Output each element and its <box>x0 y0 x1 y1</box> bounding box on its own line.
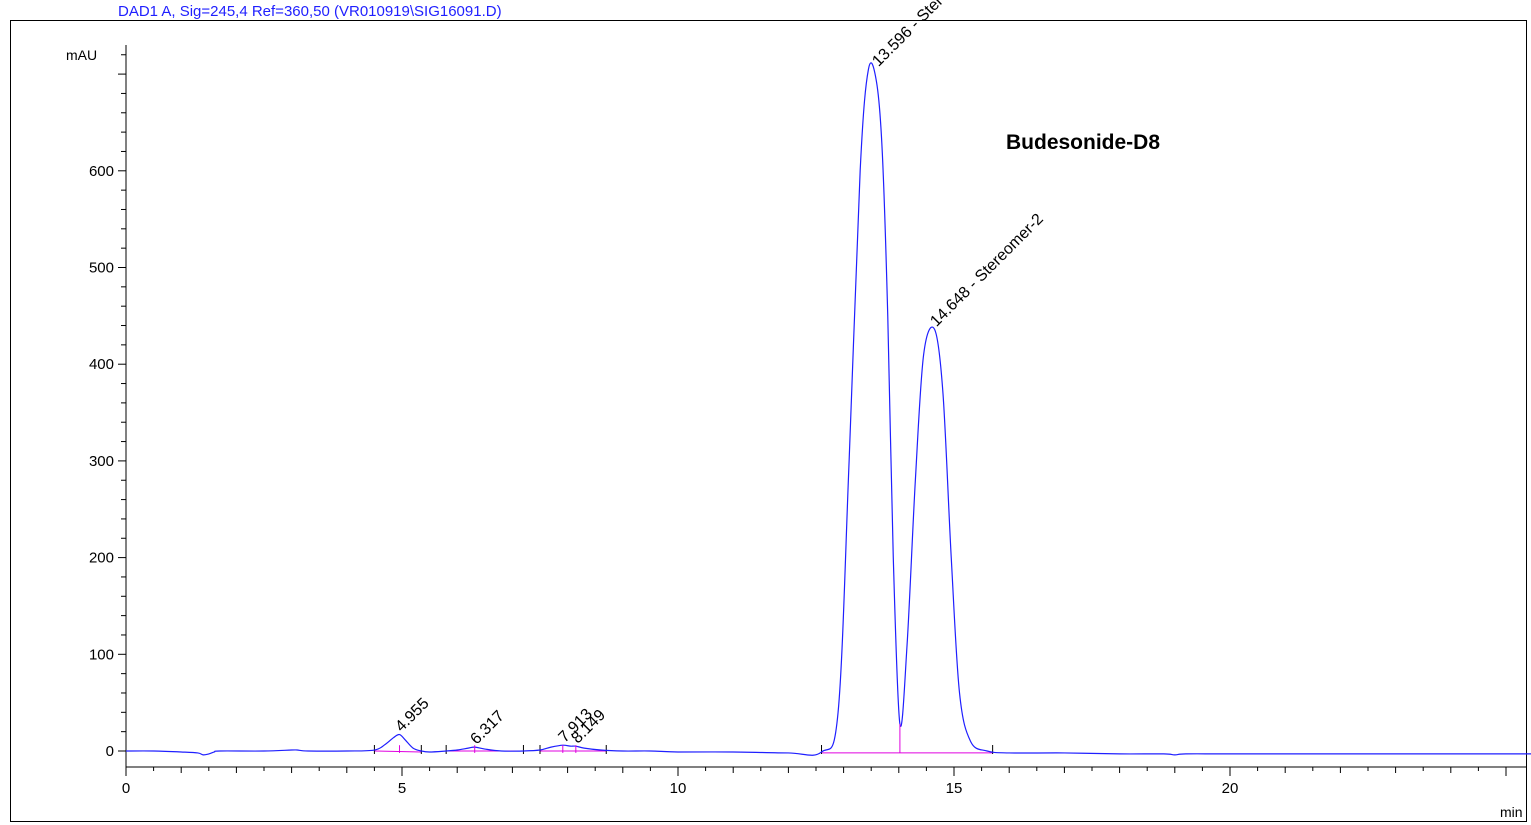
x-axis-label: min <box>1500 804 1523 820</box>
x-tick-label: 15 <box>946 780 963 797</box>
peak-label: 6.317 <box>468 708 508 748</box>
y-tick-label: 600 <box>89 163 114 180</box>
peak-markers <box>399 723 901 753</box>
chart-title: DAD1 A, Sig=245,4 Ref=360,50 (VR010919\S… <box>118 3 502 20</box>
peak-label: 14.648 - Stereomer-2 <box>927 211 1047 331</box>
y-tick-label: 400 <box>89 356 114 373</box>
x-tick-label: 5 <box>398 780 406 797</box>
compound-name: Budesonide-D8 <box>1006 131 1161 154</box>
axes: 0 100 200 300 400 500 600 0 5 10 15 20 <box>89 45 1526 797</box>
y-tick-label: 500 <box>89 260 114 277</box>
peak-label: 13.596 - Stereomer-1 <box>869 0 989 70</box>
chart-frame <box>10 20 1527 822</box>
signal-trace <box>125 62 1531 756</box>
x-tick-label: 0 <box>122 780 130 797</box>
x-tick-label: 20 <box>1222 780 1239 797</box>
y-tick-label: 300 <box>89 453 114 470</box>
x-tick-label: 10 <box>670 780 687 797</box>
peak-label: 4.955 <box>392 695 432 735</box>
y-tick-label: 200 <box>89 550 114 567</box>
integration-baselines <box>373 745 994 754</box>
baseline-segment <box>374 750 422 753</box>
signal-line <box>125 62 1531 756</box>
y-tick-label: 0 <box>106 743 114 760</box>
y-axis-label: mAU <box>66 47 98 63</box>
y-tick-label: 100 <box>89 646 114 663</box>
